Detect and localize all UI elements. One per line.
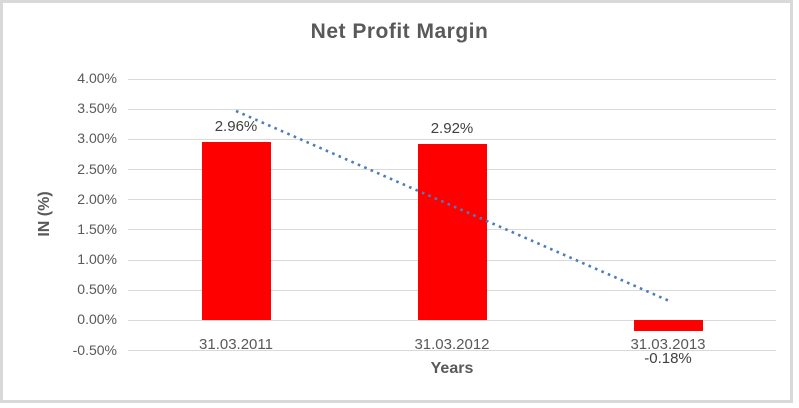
bar (417, 144, 487, 321)
y-axis-tick-label: 0.50% (77, 281, 117, 298)
y-axis-tick-label: 1.50% (77, 220, 117, 237)
x-axis-tick-label: 31.03.2013 (630, 336, 706, 353)
gridline (128, 108, 776, 110)
bar-data-label: 2.96% (214, 117, 258, 135)
bar (201, 141, 271, 321)
y-axis-tick-label: 3.50% (77, 100, 117, 117)
gridline (128, 350, 776, 351)
y-axis-tick-label: 0.00% (77, 311, 117, 328)
gridline (128, 138, 776, 140)
x-axis-tick-label: 31.03.2011 (199, 336, 273, 353)
bar-data-label: 2.92% (430, 120, 474, 138)
x-axis-title: Years (430, 360, 474, 377)
y-axis-tick-label: 2.50% (77, 160, 117, 177)
y-axis-tick-label: 1.00% (77, 251, 117, 267)
chart-title: Net Profit Margin (310, 20, 489, 43)
bar (633, 320, 703, 332)
bar-data-label: -0.18% (644, 350, 692, 368)
y-axis-tick-label: 4.00% (77, 70, 117, 86)
y-axis-tick-label: -0.50% (72, 341, 117, 358)
x-axis-tick-label: 31.03.2012 (414, 336, 490, 353)
gridline (128, 319, 776, 321)
y-axis-tick-label: 3.00% (77, 130, 117, 147)
gridline (128, 78, 776, 80)
y-axis-tick-label: 2.00% (77, 190, 117, 207)
